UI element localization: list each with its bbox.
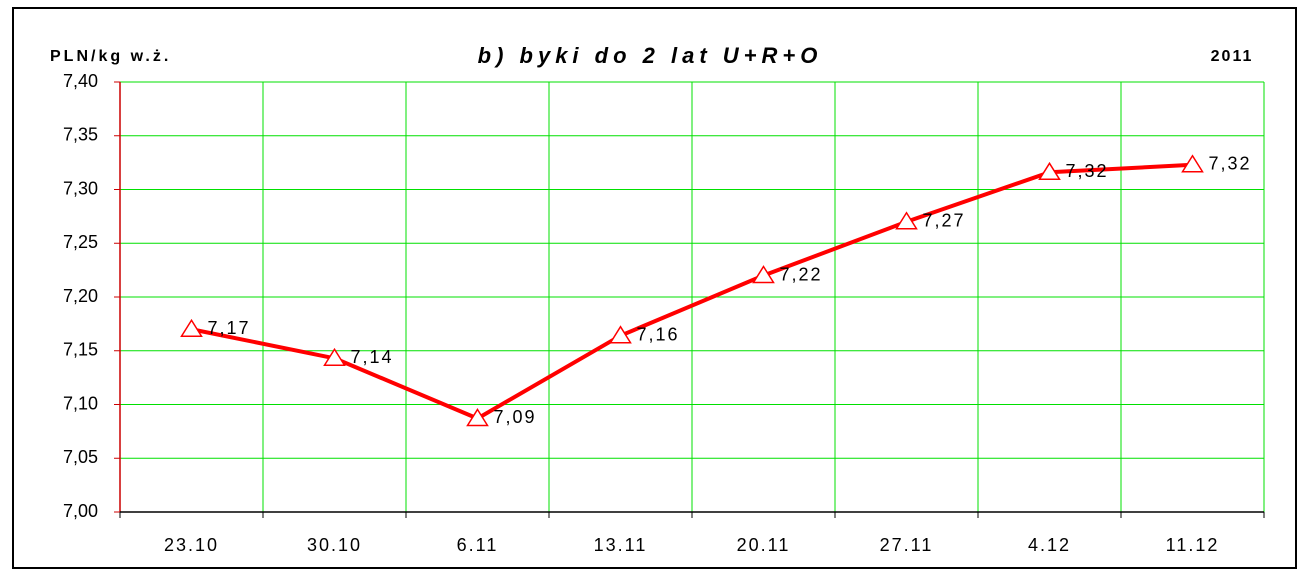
marker [895,211,918,230]
x-tick-label: 11.12 [1166,535,1220,555]
y-tick-label: 7,15 [63,340,98,360]
y-tick-label: 7,00 [63,501,98,521]
y-tick-label: 7,40 [63,71,98,91]
value-label: 7,17 [208,318,251,338]
x-tick-label: 23.10 [164,535,219,555]
y-tick-label: 7,25 [63,232,98,252]
x-tick-label: 6.11 [457,535,499,555]
y-axis-label: PLN/kg w.ż. [50,48,171,65]
marker [1038,161,1061,181]
y-tick-label: 7,30 [63,178,98,198]
series-line [191,162,1193,421]
x-tick-label: 20.11 [737,535,791,555]
value-label: 7,16 [637,324,680,344]
x-tick-label: 4.12 [1028,535,1071,555]
y-tick-label: 7,05 [63,447,98,467]
marker [466,408,489,427]
value-label: 7,22 [780,264,823,284]
annotation: 2011 [1211,48,1254,65]
marker [323,347,346,367]
chart-border [12,7,1297,569]
x-tick-label: 27.11 [880,535,934,555]
value-label: 7,14 [351,347,394,367]
chart-title: b) byki do 2 lat U+R+O [478,43,823,68]
marker [609,325,632,344]
marker [752,265,775,284]
value-label: 7,09 [494,407,537,427]
marker [180,318,203,337]
y-tick-label: 7,10 [63,393,98,413]
y-tick-label: 7,35 [63,125,98,145]
x-tick-label: 13.11 [594,535,648,555]
value-label: 7,27 [923,211,966,231]
y-tick-label: 7,20 [63,286,98,306]
x-tick-label: 30.10 [307,535,362,555]
marker [1181,154,1204,173]
value-label: 7,32 [1066,161,1109,181]
value-label: 7,32 [1209,154,1252,174]
